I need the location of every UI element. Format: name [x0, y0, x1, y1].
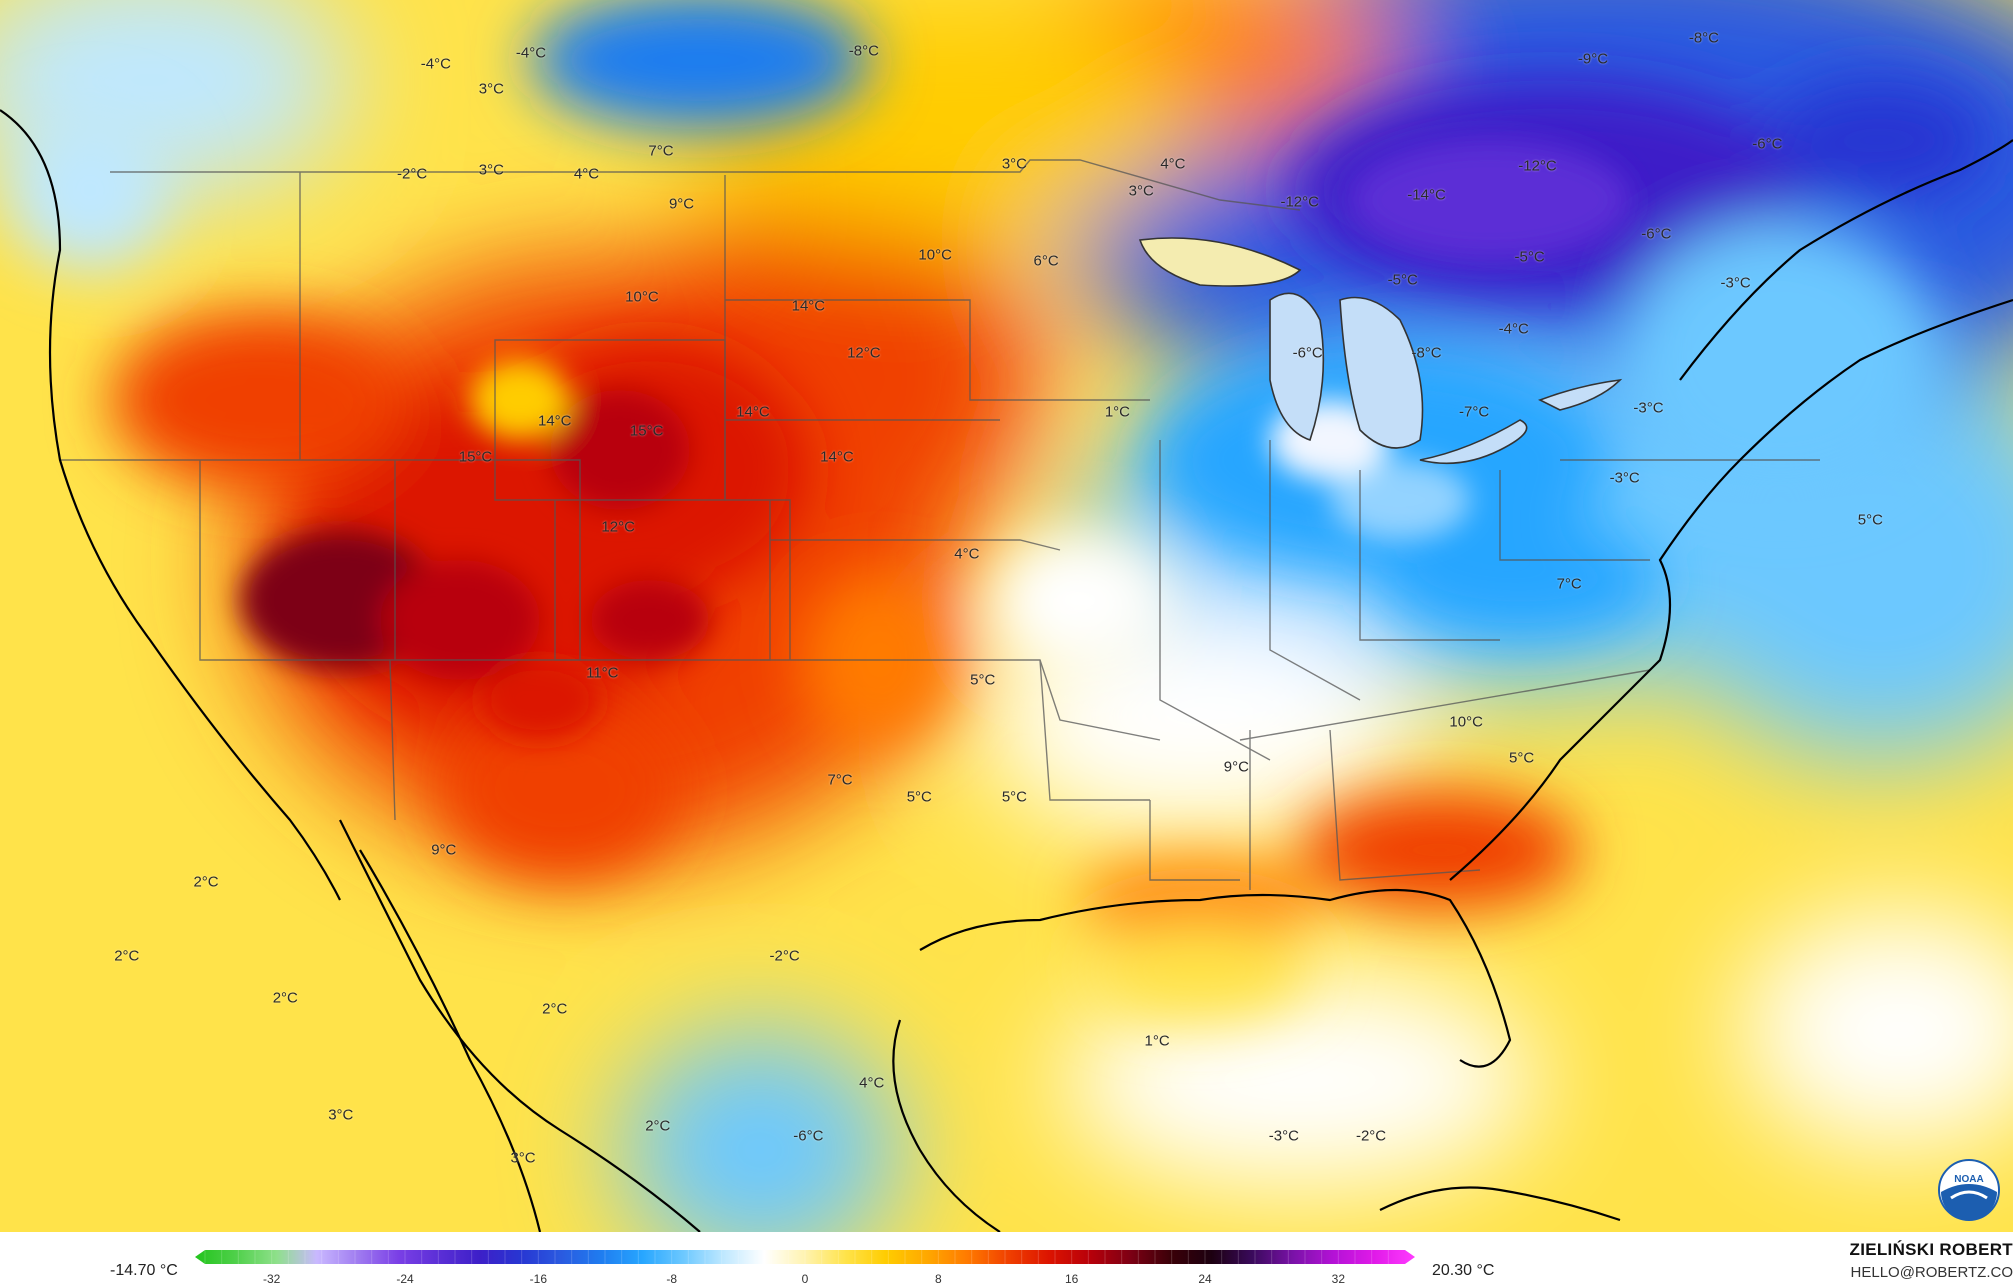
temperature-label: 4°C: [1160, 155, 1186, 173]
temperature-label: -3°C: [1268, 1127, 1299, 1145]
temperature-label: -4°C: [420, 55, 451, 73]
temperature-label: 3°C: [478, 161, 504, 179]
temperature-label: 5°C: [1857, 511, 1883, 529]
scale-tick-label: -32: [262, 1272, 281, 1286]
temperature-label: -7°C: [1458, 403, 1490, 421]
temperature-label: 2°C: [542, 1000, 568, 1018]
temperature-field-hot: [240, 140, 1630, 740]
temperature-label: 3°C: [1128, 182, 1154, 200]
temperature-label: 10°C: [1449, 713, 1483, 731]
state-boundaries: [60, 159, 1820, 890]
temperature-label: -8°C: [1411, 344, 1442, 362]
temperature-label: 4°C: [859, 1074, 885, 1092]
temperature-label: -6°C: [1641, 225, 1672, 243]
temperature-label: -8°C: [1688, 29, 1719, 47]
temperature-label: 15°C: [458, 448, 493, 466]
temperature-label: -14°C: [1407, 186, 1446, 204]
temperature-label: 10°C: [918, 246, 952, 264]
temperature-label: -4°C: [515, 44, 547, 62]
temperature-label: 5°C: [906, 788, 932, 806]
temperature-label: 15°C: [629, 422, 664, 440]
scale-tick-label: 0: [801, 1272, 809, 1286]
temperature-label: -4°C: [1498, 320, 1529, 338]
scale-tick-label: 16: [1064, 1272, 1079, 1286]
temperature-label: 4°C: [954, 545, 980, 563]
temperature-label: 3°C: [1001, 155, 1028, 173]
temperature-label: 9°C: [431, 841, 457, 859]
temperature-label: -2°C: [397, 165, 428, 183]
temperature-label: -2°C: [769, 947, 800, 965]
temperature-label: 2°C: [272, 989, 298, 1007]
temperature-label: 14°C: [736, 403, 770, 421]
scale-tick-label: 32: [1331, 1272, 1346, 1286]
temperature-label: -5°C: [1387, 271, 1418, 289]
temperature-label: 1°C: [1104, 403, 1131, 421]
temperature-label: 6°C: [1033, 252, 1059, 270]
temperature-label: 9°C: [1223, 758, 1249, 776]
temperature-label: -3°C: [1720, 274, 1751, 291]
temperature-label: -6°C: [793, 1127, 824, 1145]
scale-tick-label: -16: [529, 1272, 547, 1286]
temperature-label: 14°C: [791, 297, 826, 315]
scale-tick-label: 24: [1198, 1272, 1212, 1286]
noaa-logo: NOAA: [1938, 1159, 2000, 1221]
scale-tick-label: 8: [934, 1272, 942, 1286]
color-scale: [195, 1250, 1415, 1264]
temperature-label: 11°C: [586, 664, 619, 682]
temperature-label: 4°C: [573, 165, 600, 183]
temperature-label: 7°C: [648, 142, 674, 160]
scale-gradient: [195, 1250, 1415, 1264]
temperature-label: -12°C: [1518, 157, 1557, 175]
temperature-label: -8°C: [848, 42, 879, 60]
legend-max-value: 20.30 °C: [1432, 1262, 1495, 1279]
temperature-label: -3°C: [1633, 399, 1664, 417]
temperature-label: 2°C: [645, 1117, 671, 1135]
temperature-label: 3°C: [478, 80, 504, 98]
temperature-label: 2°C: [193, 873, 219, 891]
temperature-label: 14°C: [537, 412, 572, 430]
author-email: HELLO@ROBERTZ.CO: [1850, 1264, 2013, 1281]
temperature-label: -5°C: [1514, 248, 1545, 266]
temperature-label: -9°C: [1577, 50, 1609, 68]
temperature-label: 3°C: [510, 1149, 536, 1167]
temperature-label: -6°C: [1292, 344, 1323, 362]
temperature-label: 5°C: [970, 671, 996, 689]
temperature-label: 10°C: [625, 288, 659, 306]
temperature-label: 14°C: [820, 448, 854, 466]
temperature-label: 9°C: [668, 195, 695, 213]
temperature-label: 12°C: [847, 344, 881, 362]
coastlines: [0, 109, 2013, 1232]
temperature-label: 12°C: [601, 518, 635, 536]
temperature-label: 7°C: [1556, 575, 1582, 593]
scale-tick-label: -24: [396, 1272, 414, 1286]
temperature-label: 2°C: [114, 947, 140, 965]
noaa-logo-text: NOAA: [1954, 1174, 1983, 1185]
temperature-label: -2°C: [1355, 1127, 1387, 1145]
temperature-label: -6°C: [1752, 135, 1783, 153]
author-name: ZIELIŃSKI ROBERT: [1849, 1240, 2013, 1259]
great-lakes: [1138, 237, 1623, 465]
temperature-map: [0, 0, 2013, 1232]
temperature-label: -12°C: [1280, 193, 1319, 211]
temperature-label: 5°C: [1509, 749, 1535, 767]
scale-tick-label: -8: [666, 1272, 677, 1286]
legend-min-value: -14.70 °C: [110, 1262, 178, 1279]
temperature-label: 1°C: [1144, 1032, 1170, 1050]
temperature-label: 5°C: [1001, 788, 1028, 806]
temperature-label: -3°C: [1609, 469, 1640, 487]
temperature-label: 7°C: [827, 771, 853, 789]
map-area: -4°C -4°C 3°C -8°C 7°C 3°C -2°C 4°C 3°C 4°C 3°C -9°…: [0, 0, 2013, 1232]
temperature-label: 3°C: [328, 1106, 354, 1124]
